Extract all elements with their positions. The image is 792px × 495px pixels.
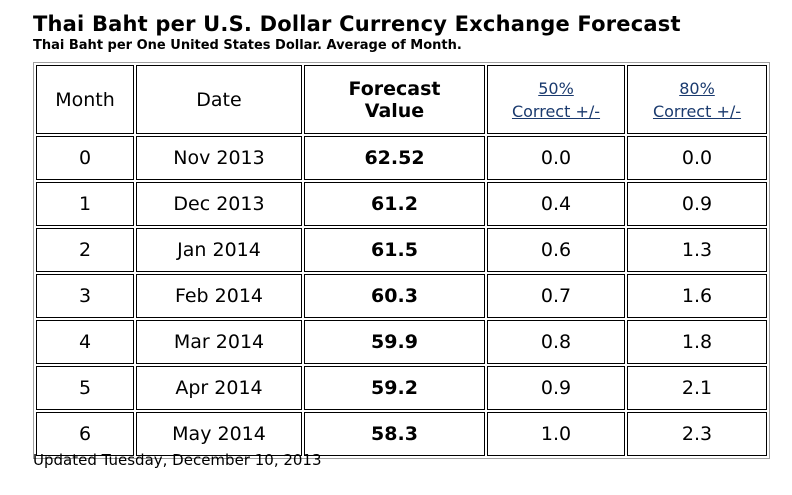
cell-50-correct: 0.4: [487, 182, 625, 226]
cell-month: 4: [36, 320, 134, 364]
cell-forecast-value: 62.52: [304, 136, 485, 180]
cell-forecast-value: 61.2: [304, 182, 485, 226]
header-forecast-line2: Value: [364, 99, 425, 122]
table-row: 0 Nov 2013 62.52 0.0 0.0: [36, 136, 767, 180]
cell-50-correct: 0.0: [487, 136, 625, 180]
cell-forecast-value: 58.3: [304, 412, 485, 456]
table-row: 2 Jan 2014 61.5 0.6 1.3: [36, 228, 767, 272]
header-80-correct: 80% Correct +/-: [627, 65, 767, 134]
header-50-correct: 50% Correct +/-: [487, 65, 625, 134]
cell-month: 5: [36, 366, 134, 410]
header-date: Date: [136, 65, 302, 134]
cell-date: Mar 2014: [136, 320, 302, 364]
cell-month: 0: [36, 136, 134, 180]
cell-80-correct: 1.6: [627, 274, 767, 318]
cell-80-correct: 1.3: [627, 228, 767, 272]
header-month: Month: [36, 65, 134, 134]
cell-80-correct: 2.1: [627, 366, 767, 410]
cell-50-correct: 1.0: [487, 412, 625, 456]
forecast-table: Month Date Forecast Value 50% Correct +/- …: [33, 62, 770, 459]
cell-80-correct: 0.0: [627, 136, 767, 180]
cell-forecast-value: 59.2: [304, 366, 485, 410]
link-50-correct[interactable]: 50% Correct +/-: [511, 78, 601, 121]
cell-forecast-value: 60.3: [304, 274, 485, 318]
cell-80-correct: 2.3: [627, 412, 767, 456]
table-row: 5 Apr 2014 59.2 0.9 2.1: [36, 366, 767, 410]
header-row: Month Date Forecast Value 50% Correct +/- …: [36, 65, 767, 134]
cell-80-correct: 0.9: [627, 182, 767, 226]
cell-50-correct: 0.7: [487, 274, 625, 318]
cell-50-correct: 0.9: [487, 366, 625, 410]
table-row: 6 May 2014 58.3 1.0 2.3: [36, 412, 767, 456]
link-80-correct[interactable]: 80% Correct +/-: [652, 78, 742, 121]
cell-forecast-value: 61.5: [304, 228, 485, 272]
page-subtitle: Thai Baht per One United States Dollar. …: [33, 38, 462, 53]
cell-date: Dec 2013: [136, 182, 302, 226]
cell-forecast-value: 59.9: [304, 320, 485, 364]
cell-month: 1: [36, 182, 134, 226]
updated-text: Updated Tuesday, December 10, 2013: [33, 451, 322, 469]
header-forecast-value: Forecast Value: [304, 65, 485, 134]
cell-50-correct: 0.6: [487, 228, 625, 272]
table-row: 3 Feb 2014 60.3 0.7 1.6: [36, 274, 767, 318]
cell-month: 3: [36, 274, 134, 318]
cell-month: 6: [36, 412, 134, 456]
table-row: 1 Dec 2013 61.2 0.4 0.9: [36, 182, 767, 226]
cell-month: 2: [36, 228, 134, 272]
header-forecast-line1: Forecast: [348, 77, 441, 100]
cell-80-correct: 1.8: [627, 320, 767, 364]
page-title: Thai Baht per U.S. Dollar Currency Excha…: [33, 12, 681, 36]
cell-date: May 2014: [136, 412, 302, 456]
cell-date: Jan 2014: [136, 228, 302, 272]
cell-50-correct: 0.8: [487, 320, 625, 364]
cell-date: Feb 2014: [136, 274, 302, 318]
table-row: 4 Mar 2014 59.9 0.8 1.8: [36, 320, 767, 364]
cell-date: Nov 2013: [136, 136, 302, 180]
cell-date: Apr 2014: [136, 366, 302, 410]
